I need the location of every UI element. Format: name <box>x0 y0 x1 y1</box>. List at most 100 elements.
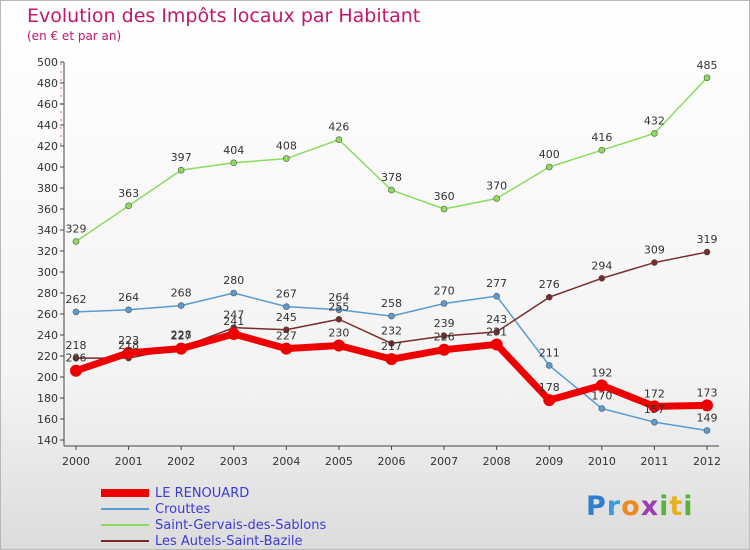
data-label: 329 <box>66 223 87 236</box>
legend-label: Saint-Gervais-des-Sablons <box>155 517 327 533</box>
data-label: 149 <box>697 412 718 425</box>
series-2-point <box>230 159 238 167</box>
x-tick-label: 2004 <box>272 455 300 468</box>
data-label: 270 <box>434 285 455 298</box>
data-label: 226 <box>434 331 455 344</box>
series-0-point <box>227 327 240 340</box>
series-2-point <box>598 146 606 154</box>
data-label: 178 <box>539 381 560 394</box>
y-tick-label: 260 <box>37 308 58 321</box>
series-0-point <box>543 394 556 407</box>
series-1-point <box>703 427 711 434</box>
data-label: 408 <box>276 140 297 153</box>
x-tick-label: 2009 <box>535 455 563 468</box>
data-label: 241 <box>223 315 244 328</box>
logo-letter: P <box>586 491 607 522</box>
x-tick-label: 2005 <box>325 455 353 468</box>
y-tick-label: 240 <box>37 329 58 342</box>
proxiti-logo: Proxiti <box>586 491 694 522</box>
series-0-point <box>595 379 608 392</box>
data-label: 173 <box>697 386 718 399</box>
data-label: 218 <box>66 339 87 352</box>
series-2-point <box>651 130 658 137</box>
x-tick-label: 2008 <box>483 455 511 468</box>
y-tick-label: 380 <box>37 182 58 195</box>
legend-swatch <box>101 540 149 542</box>
chart-legend: LE RENOUARD Crouttes Saint-Gervais-des-Sab… <box>101 485 326 549</box>
chart-title: Evolution des Impôts locaux par Habitant <box>27 5 421 27</box>
series-0-point <box>490 338 503 351</box>
y-tick-label: 500 <box>37 56 58 69</box>
data-label: 247 <box>223 309 244 322</box>
x-tick-label: 2002 <box>167 455 195 468</box>
series-0-point <box>385 353 398 366</box>
data-label: 230 <box>328 327 349 340</box>
data-label: 172 <box>644 387 665 400</box>
data-label: 319 <box>697 233 718 246</box>
series-2-point <box>335 136 343 143</box>
data-label: 206 <box>66 352 87 365</box>
line-chart: 140 160 180 200 220 240 260 280 300 320 340 360 380 4… <box>37 56 721 468</box>
data-label: 378 <box>381 171 402 184</box>
series-1-point <box>177 302 185 309</box>
data-label: 294 <box>591 259 612 272</box>
logo-letter: i <box>659 491 670 522</box>
y-tick-label: 220 <box>37 350 58 363</box>
chart-data-labels: 206 223 227 241 227 230 217 226 231 178 192 172 173 2… <box>66 59 718 425</box>
data-label: 370 <box>486 180 507 193</box>
series-1-point <box>440 300 448 307</box>
y-tick-label: 480 <box>37 77 58 90</box>
legend-label: Crouttes <box>155 501 211 517</box>
series-3-point <box>598 274 606 282</box>
legend-swatch <box>101 508 149 510</box>
series-3-point <box>440 332 448 340</box>
series-2-point <box>388 186 395 194</box>
legend-label: LE RENOUARD <box>155 485 250 501</box>
series-2-point <box>493 195 500 202</box>
y-tick-label: 460 <box>37 98 58 111</box>
series-3-point <box>703 248 711 256</box>
data-label: 255 <box>328 300 349 313</box>
data-label: 416 <box>591 131 612 144</box>
y-tick-label: 320 <box>37 245 58 258</box>
data-label: 267 <box>276 288 297 301</box>
y-tick-label: 180 <box>37 392 58 405</box>
data-label: 217 <box>381 340 402 353</box>
series-0-point <box>175 342 188 355</box>
x-tick-label: 2000 <box>62 455 90 468</box>
series-0-point <box>701 399 713 412</box>
data-label: 264 <box>328 291 349 304</box>
data-label: 262 <box>66 293 87 306</box>
series-1-point <box>125 306 132 314</box>
y-tick-label: 140 <box>37 434 58 447</box>
y-tick-label: 340 <box>37 224 58 237</box>
series-3-point <box>493 328 500 336</box>
series-3-point <box>651 259 658 266</box>
data-label: 280 <box>223 274 244 287</box>
x-tick-label: 2007 <box>430 455 458 468</box>
data-label: 276 <box>539 278 560 291</box>
series-1-point <box>598 405 606 412</box>
series-2-point <box>125 202 132 210</box>
chart-subtitle: (en € et par an) <box>27 29 122 43</box>
legend-swatch <box>101 489 149 497</box>
legend-item: Crouttes <box>101 501 326 517</box>
y-tick-label: 360 <box>37 203 58 216</box>
data-label: 243 <box>486 313 507 326</box>
data-label: 223 <box>118 334 139 347</box>
x-tick-label: 2010 <box>588 455 616 468</box>
legend-swatch <box>101 524 149 526</box>
data-label: 192 <box>591 366 612 379</box>
y-tick-label: 280 <box>37 287 58 300</box>
series-0-point <box>280 342 293 355</box>
data-label: 157 <box>644 403 665 416</box>
series-0-point <box>648 400 661 413</box>
chart-axes: 140 160 180 200 220 240 260 280 300 320 340 360 380 4… <box>37 56 721 468</box>
logo-letter: o <box>621 491 641 522</box>
data-label: 227 <box>171 330 192 343</box>
data-label: 485 <box>697 59 718 72</box>
data-label: 218 <box>118 339 139 352</box>
data-label: 228 <box>171 329 192 342</box>
series-0-point <box>122 346 135 359</box>
series-0-point <box>332 339 345 352</box>
